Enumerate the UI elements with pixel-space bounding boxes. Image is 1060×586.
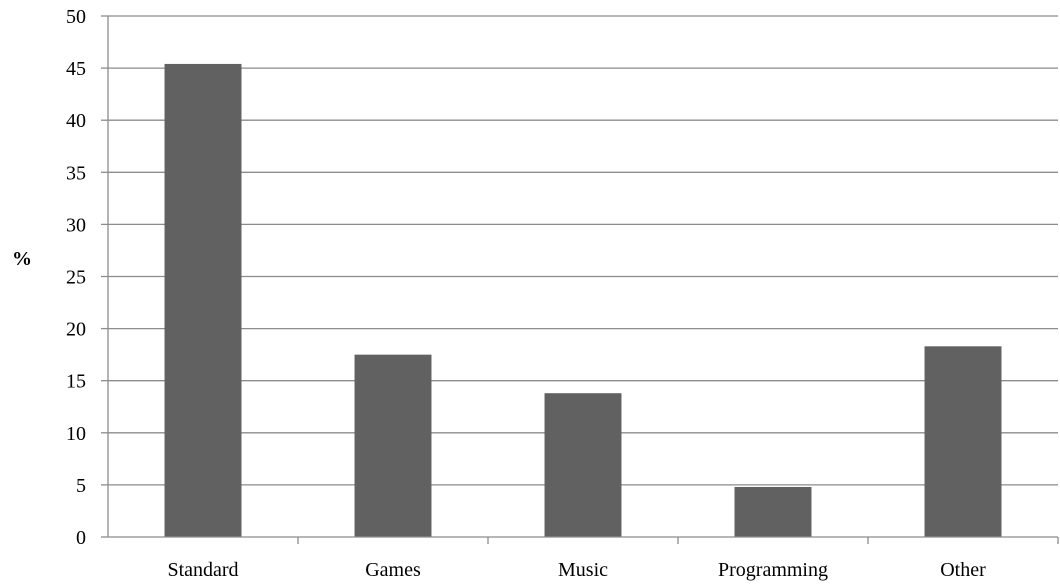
- y-tick-label: 40: [66, 110, 86, 132]
- y-tick-label: 10: [66, 423, 86, 445]
- axes: [101, 15, 1059, 544]
- y-axis-title: %: [12, 248, 32, 270]
- bar-other: [924, 346, 1002, 537]
- bar-standard: [164, 63, 242, 537]
- y-tick-label: 35: [66, 162, 86, 184]
- gridlines: [108, 15, 1058, 486]
- x-category-label: Music: [558, 559, 608, 581]
- y-tick-label: 25: [66, 267, 86, 289]
- y-tick-label: 15: [66, 371, 86, 393]
- bar-games: [354, 354, 432, 537]
- x-category-label: Standard: [167, 559, 238, 581]
- bars: [164, 63, 1002, 537]
- y-tick-labels: 0 5 10 15 20 25 30 35 40 45 50: [66, 6, 86, 549]
- y-tick-label: 50: [66, 6, 86, 28]
- x-category-label: Other: [940, 559, 986, 581]
- y-tick-label: 5: [76, 475, 86, 497]
- bar-music: [544, 393, 622, 537]
- y-tick-label: 20: [66, 319, 86, 341]
- y-tick-label: 0: [76, 527, 86, 549]
- y-tick-label: 30: [66, 214, 86, 236]
- y-tick-label: 45: [66, 58, 86, 80]
- x-category-label: Programming: [718, 559, 828, 581]
- bar-programming: [734, 486, 812, 537]
- x-category-label: Games: [365, 559, 421, 581]
- x-category-labels: Standard Games Music Programming Other: [167, 559, 986, 581]
